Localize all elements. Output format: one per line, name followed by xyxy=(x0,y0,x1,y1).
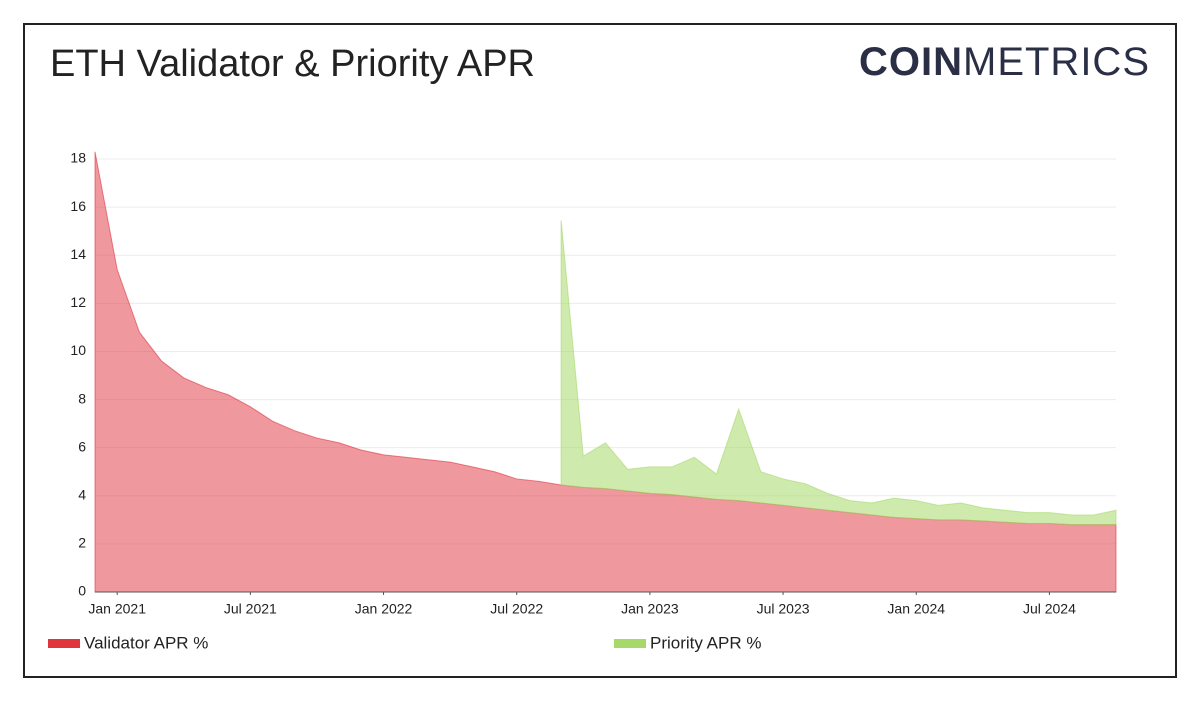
legend-label: Priority APR % xyxy=(650,633,761,652)
axes: 0 2 4 6 8 10 12 14 16 18 Jan 2021 Jul 2021 Jan 2022 J… xyxy=(70,150,1116,617)
y-tick-label: 10 xyxy=(70,342,86,358)
y-tick-label: 2 xyxy=(78,535,86,551)
y-tick-label: 12 xyxy=(70,294,86,310)
y-tick-label: 4 xyxy=(78,486,86,502)
x-tick-label: Jul 2024 xyxy=(1023,601,1076,617)
y-tick-label: 8 xyxy=(78,390,86,406)
x-tick-label: Jan 2022 xyxy=(355,601,413,617)
x-tick-label: Jul 2023 xyxy=(757,601,810,617)
area xyxy=(560,220,1117,526)
legend: Validator APR % Priority APR % xyxy=(48,633,761,652)
x-tick-label: Jul 2022 xyxy=(490,601,543,617)
y-tick-label: 14 xyxy=(70,246,86,262)
chart-title: ETH Validator & Priority APR xyxy=(50,43,535,85)
logo-light: METRICS xyxy=(963,40,1150,84)
y-tick-label: 0 xyxy=(78,583,86,599)
x-tick-label: Jul 2021 xyxy=(224,601,277,617)
legend-swatch xyxy=(614,639,646,648)
x-tick-label: Jan 2023 xyxy=(621,601,679,617)
x-tick-label: Jan 2024 xyxy=(887,601,945,617)
legend-label: Validator APR % xyxy=(84,633,208,652)
y-tick-label: 18 xyxy=(70,150,86,166)
y-tick-label: 6 xyxy=(78,438,86,454)
legend-swatch xyxy=(48,639,80,648)
logo-bold: COIN xyxy=(859,40,963,84)
y-tick-label: 16 xyxy=(70,198,86,214)
logo: COINMETRICS xyxy=(859,40,1150,84)
x-tick-label: Jan 2021 xyxy=(88,601,146,617)
